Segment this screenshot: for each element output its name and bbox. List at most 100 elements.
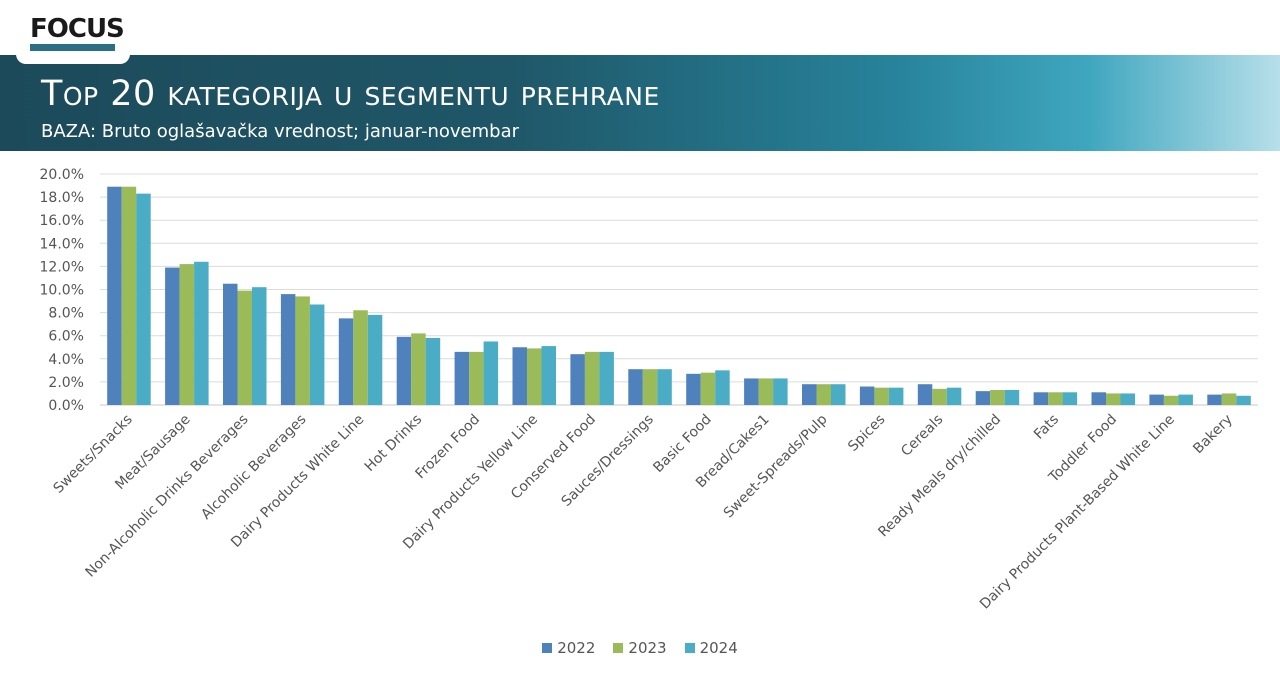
bar-2024: [715, 370, 730, 405]
x-category-label: Fats: [1031, 412, 1062, 443]
bar-2023: [932, 388, 947, 405]
y-tick-label: 14.0%: [40, 236, 84, 252]
bar-chart: 0.0% 2.0% 4.0% 6.0% 8.0% 10.0% 12.0% 14.0% 16.0%…: [40, 167, 1258, 612]
bar-2024: [425, 338, 441, 405]
bar-2023: [295, 296, 310, 405]
bar-2023: [121, 186, 137, 405]
bar-2023: [1221, 393, 1237, 405]
bar-2024: [136, 193, 151, 405]
bar-2024: [1004, 389, 1020, 405]
bar-2024: [367, 314, 383, 405]
bar-2023: [237, 290, 252, 405]
legend-label: 2022: [557, 639, 596, 657]
bar-2022: [223, 283, 238, 405]
x-category-label: Cereals: [898, 412, 946, 460]
y-tick-label: 10.0%: [40, 283, 84, 299]
bar-2022: [1091, 392, 1106, 405]
bar-2024: [946, 387, 962, 405]
legend-item-2024: 2024: [684, 639, 738, 657]
logo-tab: [16, 0, 130, 64]
bar-2023: [584, 351, 600, 405]
x-category-label: Alcoholic Beverages: [198, 412, 309, 523]
y-tick-label: 0.0%: [48, 398, 84, 414]
bar-2022: [744, 378, 759, 405]
bar-2024: [831, 384, 846, 405]
bar-2023: [179, 264, 195, 405]
bar-2024: [657, 369, 672, 405]
bar-2023: [990, 389, 1005, 405]
x-category-label: Basic Food: [650, 412, 714, 476]
bar-2023: [469, 351, 484, 405]
legend-label: 2023: [628, 639, 667, 657]
x-category-label: Spices: [845, 412, 888, 455]
bar-2022: [975, 391, 991, 405]
bar-2023: [353, 310, 368, 405]
bar-2024: [541, 346, 556, 405]
bar-2022: [454, 351, 470, 405]
bar-2022: [338, 318, 354, 405]
bar-2024: [1236, 395, 1251, 405]
y-tick-label: 12.0%: [40, 259, 84, 275]
y-axis-ticks: 0.0% 2.0% 4.0% 6.0% 8.0% 10.0% 12.0% 14.0% 16.0%…: [40, 167, 84, 414]
x-category-label: Hot Drinks: [362, 412, 425, 475]
bar-2023: [758, 378, 774, 405]
bar-2023: [1163, 395, 1179, 405]
legend-swatch: [613, 643, 624, 653]
bar-2024: [1120, 393, 1135, 405]
bar-2022: [917, 384, 933, 405]
page-subtitle: BAZA: Bruto oglašavačka vrednost; januar…: [41, 121, 520, 142]
bar-2022: [1207, 394, 1222, 405]
y-tick-label: 18.0%: [40, 190, 84, 206]
bar-2022: [628, 369, 643, 405]
bar-2022: [686, 373, 701, 405]
page-title: Top 20 kategorija u segmentu prehrane: [41, 74, 660, 114]
bar-2023: [411, 333, 426, 405]
legend-label: 2024: [699, 639, 738, 657]
legend-item-2022: 2022: [542, 639, 595, 657]
legend-swatch: [684, 643, 695, 653]
bar-2023: [700, 372, 716, 405]
bar-2022: [802, 384, 817, 405]
bar-2022: [107, 186, 122, 405]
bar-2024: [483, 341, 499, 405]
x-category-label: Ready Meals dry/chilled: [875, 412, 1004, 541]
logo-bar: [30, 44, 115, 51]
legend-swatch: [542, 643, 553, 653]
bar-2023: [642, 369, 658, 405]
bar-2023: [874, 387, 889, 405]
bar-2023: [1106, 393, 1121, 405]
bar-2024: [1178, 394, 1193, 405]
y-tick-label: 4.0%: [48, 352, 84, 368]
bar-2023: [1048, 392, 1063, 405]
legend: 2022 2023 2024: [0, 639, 1280, 657]
bar-2022: [280, 294, 296, 405]
bar-2022: [1033, 392, 1049, 405]
gridlines: [100, 173, 1258, 406]
bar-2022: [570, 354, 585, 405]
bar-2024: [252, 287, 267, 405]
bar-2023: [527, 348, 542, 405]
y-tick-label: 2.0%: [48, 375, 84, 391]
x-category-label: Bakery: [1190, 412, 1236, 458]
bar-2024: [888, 387, 904, 405]
focus-logo: FOCUS: [30, 14, 125, 44]
bar-2022: [859, 386, 875, 405]
bar-2022: [396, 336, 412, 405]
x-category-label: Sweet-Spreads/Pulp: [721, 411, 831, 521]
header-band: [0, 55, 1280, 151]
legend-item-2023: 2023: [613, 639, 667, 657]
bar-2023: [816, 384, 831, 405]
bar-2024: [309, 304, 325, 405]
bar-2024: [1062, 392, 1078, 405]
bar-2024: [599, 351, 614, 405]
bar-2022: [1149, 394, 1164, 405]
y-tick-label: 20.0%: [40, 167, 84, 183]
bar-2022: [165, 267, 180, 405]
bar-2024: [194, 261, 209, 405]
bar-2022: [512, 347, 527, 405]
bar-2024: [773, 378, 788, 405]
bars: [107, 186, 1251, 405]
y-tick-label: 8.0%: [48, 306, 84, 322]
y-tick-label: 6.0%: [48, 329, 84, 345]
